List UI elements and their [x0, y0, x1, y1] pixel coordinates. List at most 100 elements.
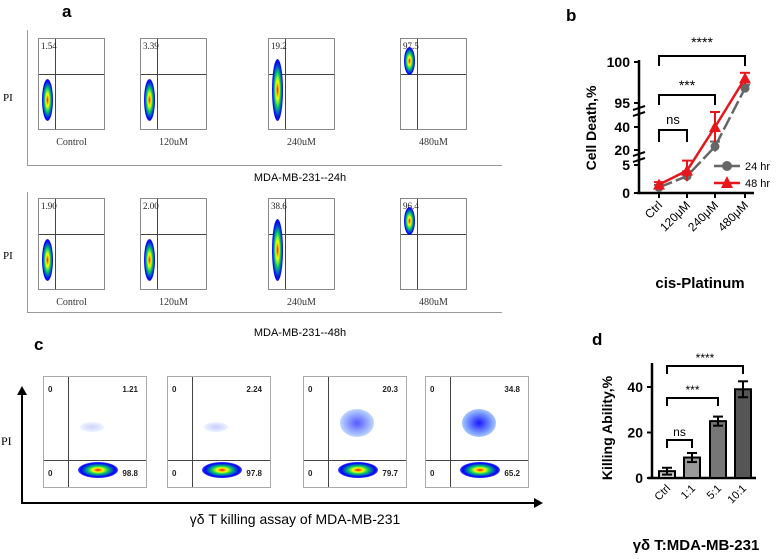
quadrant-value: 19.2 [271, 41, 287, 51]
bracket-line [658, 94, 716, 105]
y-tick-label: 40 [627, 379, 643, 395]
quadrant-ll: 0 [172, 469, 177, 478]
quadrant-line-vertical [285, 199, 286, 289]
quadrant-value: 38.6 [271, 201, 287, 211]
cell-density-blob [272, 219, 283, 281]
flow-plot: 38.6 [268, 198, 335, 290]
quadrant-ur: 1.21 [122, 385, 138, 394]
flow-plot: 0 20.3 0 79.7 [303, 376, 407, 488]
quadrant-line-vertical [55, 39, 56, 129]
quadrant-line-horizontal [44, 460, 146, 461]
bracket-line [658, 55, 746, 66]
panel-label-c: c [34, 335, 44, 354]
data-point [740, 83, 750, 93]
flow-plot: 96.4 [400, 198, 467, 290]
condition-label: 240uM [287, 297, 316, 308]
data-point [739, 72, 751, 84]
cell-density-blob [272, 59, 283, 121]
quadrant-lr: 79.7 [382, 469, 398, 478]
quadrant-value: 2.00 [143, 201, 159, 211]
flow-plot: 2.00 [140, 198, 207, 290]
quadrant-ul: 0 [430, 385, 435, 394]
y-tick-label: 5 [622, 157, 630, 173]
bracket-line [666, 365, 744, 374]
cell-density-blob [144, 239, 155, 281]
quadrant-line-vertical [68, 377, 69, 487]
quadrant-line-vertical [55, 199, 56, 289]
significance-bracket: **** [658, 34, 746, 66]
x-tick-label: 120μM [657, 198, 693, 234]
panel-label-b: b [566, 6, 577, 25]
significance-label: ns [666, 112, 680, 127]
quadrant-value: 3.39 [143, 41, 159, 51]
significance-bracket: ns [666, 425, 693, 448]
y-axis-label: PI [1, 434, 12, 448]
cell-density-blob [404, 47, 415, 75]
arrow-right-icon [534, 498, 543, 508]
flow-plot: 0 1.21 0 98.8 [43, 376, 147, 488]
quadrant-ul: 0 [172, 385, 177, 394]
quadrant-line-horizontal [269, 234, 334, 235]
quadrant-line-vertical [417, 39, 418, 129]
y-tick-label: 40 [614, 119, 630, 135]
x-axis-arrow [21, 502, 536, 504]
condition-label: 480uM [419, 297, 448, 308]
y-axis-label: PI [3, 250, 13, 262]
y-tick-label: 0 [635, 470, 643, 486]
axis-break-mark [632, 151, 646, 157]
quadrant-line-horizontal [269, 74, 334, 75]
significance-label: ns [673, 425, 686, 439]
significance-bracket: *** [658, 77, 716, 105]
quadrant-line-vertical [285, 39, 286, 129]
x-tick-label: Ctrl [653, 483, 674, 504]
flow-plot: 19.2 [268, 38, 335, 130]
condition-label: Control [56, 137, 87, 148]
quadrant-line-horizontal [304, 460, 406, 461]
cell-density-blob [462, 409, 496, 437]
series-line [658, 87, 747, 189]
flow-plot: 0 34.8 0 65.2 [425, 376, 529, 488]
row-title: MDA-MB-231--24h [253, 172, 347, 184]
series-line [658, 77, 747, 186]
quadrant-line-vertical [450, 377, 451, 487]
legend-label: 24 hr [745, 161, 770, 173]
significance-label: *** [685, 383, 699, 397]
significance-bracket: ns [658, 112, 688, 142]
quadrant-line-vertical [192, 377, 193, 487]
data-point [709, 121, 721, 132]
quadrant-line-horizontal [39, 234, 104, 235]
series-24-hr: 24 hr [654, 83, 770, 192]
y-tick-label: 100 [607, 54, 631, 70]
x-axis-title: γδ T:MDA-MB-231 [633, 537, 760, 554]
y-axis-label: PI [3, 92, 13, 104]
data-point [653, 178, 665, 190]
quadrant-lr: 98.8 [122, 469, 138, 478]
condition-label: 480uM [419, 137, 448, 148]
x-tick-label: 240μM [685, 198, 721, 234]
quadrant-line-horizontal [401, 234, 466, 235]
condition-label: 120uM [159, 137, 188, 148]
quadrant-ul: 0 [308, 385, 313, 394]
quadrant-line-horizontal [401, 74, 466, 75]
quadrant-lr: 65.2 [504, 469, 520, 478]
panel-d-bar-chart: 0 20 40 Killing Ability,% γδ T:MDA-MB-231 Ctr… [599, 351, 759, 554]
quadrant-lr: 97.8 [246, 469, 262, 478]
significance-bracket: *** [666, 383, 719, 406]
arrow-up-icon [17, 386, 27, 395]
condition-label: 120uM [159, 297, 188, 308]
x-axis-title: cis-Platinum [655, 275, 744, 292]
quadrant-ur: 34.8 [504, 385, 520, 394]
y-axis-title: Cell Death,% [583, 85, 599, 170]
series-48-hr: 48 hr [653, 71, 770, 190]
panel-label-d: d [592, 330, 603, 349]
panel-label-a: a [62, 2, 72, 21]
axis-break-mark [632, 157, 646, 163]
flow-plot: 1.54 [38, 38, 105, 130]
y-axis-arrow [21, 392, 23, 503]
x-axis-line [27, 312, 502, 313]
y-tick-label: 0 [622, 185, 630, 201]
bar [734, 388, 752, 479]
bracket-line [658, 129, 688, 142]
